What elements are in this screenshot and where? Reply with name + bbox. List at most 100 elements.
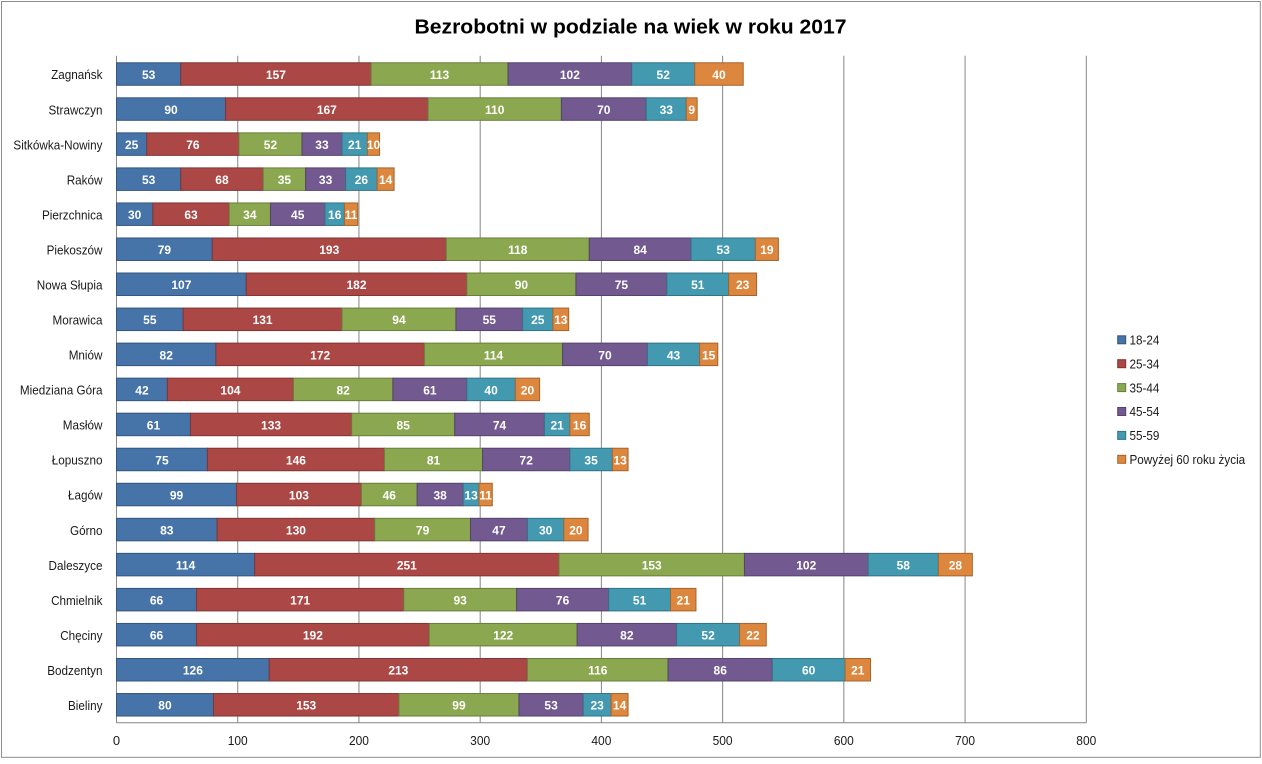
svg-text:45: 45: [291, 208, 305, 222]
svg-text:100: 100: [228, 733, 248, 748]
svg-text:53: 53: [717, 243, 731, 257]
svg-text:25-34: 25-34: [1130, 356, 1160, 371]
svg-text:82: 82: [337, 383, 351, 397]
svg-text:122: 122: [493, 629, 513, 643]
svg-text:16: 16: [328, 208, 342, 222]
svg-text:19: 19: [760, 243, 774, 257]
svg-text:167: 167: [317, 103, 337, 117]
svg-text:82: 82: [620, 629, 634, 643]
svg-text:75: 75: [615, 278, 629, 292]
svg-text:Bodzentyn: Bodzentyn: [47, 663, 102, 678]
svg-text:47: 47: [492, 523, 506, 537]
svg-text:11: 11: [479, 488, 492, 502]
svg-text:61: 61: [147, 418, 161, 432]
svg-text:66: 66: [150, 594, 164, 608]
svg-text:63: 63: [184, 208, 198, 222]
svg-text:40: 40: [712, 68, 726, 82]
svg-text:400: 400: [591, 733, 611, 748]
svg-text:23: 23: [590, 699, 604, 713]
svg-text:28: 28: [949, 559, 963, 573]
svg-text:94: 94: [392, 313, 406, 327]
svg-text:34: 34: [243, 208, 257, 222]
svg-text:Miedziana Góra: Miedziana Góra: [20, 383, 103, 398]
svg-text:21: 21: [348, 138, 362, 152]
svg-text:86: 86: [714, 664, 728, 678]
svg-text:213: 213: [388, 664, 408, 678]
svg-text:20: 20: [521, 383, 535, 397]
svg-text:157: 157: [266, 68, 286, 82]
svg-text:500: 500: [713, 733, 733, 748]
svg-text:33: 33: [315, 138, 329, 152]
svg-text:68: 68: [215, 173, 229, 187]
svg-text:10: 10: [367, 138, 381, 152]
svg-text:Chęciny: Chęciny: [60, 628, 103, 643]
svg-text:114: 114: [484, 348, 504, 362]
svg-text:30: 30: [539, 523, 553, 537]
svg-text:61: 61: [423, 383, 437, 397]
svg-text:16: 16: [573, 418, 587, 432]
svg-text:55: 55: [483, 313, 497, 327]
svg-text:113: 113: [430, 68, 450, 82]
svg-text:20: 20: [569, 523, 583, 537]
svg-text:42: 42: [135, 383, 149, 397]
svg-text:51: 51: [633, 594, 647, 608]
svg-text:Piekoszów: Piekoszów: [47, 242, 103, 257]
svg-text:72: 72: [520, 453, 534, 467]
svg-text:Mniów: Mniów: [69, 348, 103, 363]
svg-text:13: 13: [614, 453, 628, 467]
svg-text:83: 83: [160, 523, 174, 537]
svg-text:26: 26: [355, 173, 369, 187]
svg-text:66: 66: [150, 629, 164, 643]
svg-text:79: 79: [416, 523, 430, 537]
svg-text:153: 153: [642, 559, 662, 573]
svg-text:700: 700: [955, 733, 975, 748]
svg-text:102: 102: [796, 559, 816, 573]
svg-text:193: 193: [319, 243, 339, 257]
svg-text:126: 126: [183, 664, 203, 678]
svg-text:70: 70: [598, 348, 612, 362]
svg-text:200: 200: [349, 733, 369, 748]
svg-text:251: 251: [397, 559, 417, 573]
svg-text:Łopuszno: Łopuszno: [52, 453, 103, 468]
svg-text:23: 23: [736, 278, 750, 292]
svg-text:75: 75: [155, 453, 169, 467]
svg-text:85: 85: [397, 418, 411, 432]
svg-text:110: 110: [485, 103, 505, 117]
svg-text:53: 53: [142, 173, 156, 187]
svg-text:107: 107: [171, 278, 191, 292]
svg-text:21: 21: [550, 418, 564, 432]
svg-text:14: 14: [379, 173, 393, 187]
svg-text:300: 300: [470, 733, 490, 748]
svg-text:133: 133: [261, 418, 281, 432]
svg-text:Bezrobotni w podziale na wiek: Bezrobotni w podziale na wiek w roku 201…: [415, 17, 847, 39]
svg-text:Pierzchnica: Pierzchnica: [42, 207, 103, 222]
svg-text:40: 40: [484, 383, 498, 397]
svg-text:52: 52: [264, 138, 278, 152]
svg-text:99: 99: [452, 699, 466, 713]
svg-text:13: 13: [464, 488, 478, 502]
svg-text:0: 0: [113, 733, 120, 748]
svg-text:21: 21: [677, 594, 691, 608]
svg-text:22: 22: [746, 629, 760, 643]
svg-text:70: 70: [597, 103, 611, 117]
svg-text:52: 52: [657, 68, 671, 82]
svg-text:58: 58: [897, 559, 911, 573]
svg-text:18-24: 18-24: [1130, 333, 1160, 348]
svg-text:153: 153: [296, 699, 316, 713]
svg-text:30: 30: [128, 208, 142, 222]
svg-text:53: 53: [142, 68, 156, 82]
svg-text:52: 52: [701, 629, 715, 643]
svg-text:33: 33: [319, 173, 333, 187]
svg-text:21: 21: [851, 664, 865, 678]
svg-text:55-59: 55-59: [1130, 428, 1160, 443]
svg-text:38: 38: [433, 488, 447, 502]
svg-text:25: 25: [531, 313, 545, 327]
svg-text:Powyżej 60 roku życia: Powyżej 60 roku życia: [1130, 452, 1246, 467]
svg-text:130: 130: [286, 523, 306, 537]
svg-text:76: 76: [556, 594, 570, 608]
svg-text:116: 116: [588, 664, 608, 678]
svg-text:171: 171: [290, 594, 310, 608]
svg-text:Górno: Górno: [70, 523, 103, 538]
svg-text:51: 51: [691, 278, 705, 292]
svg-text:25: 25: [125, 138, 139, 152]
